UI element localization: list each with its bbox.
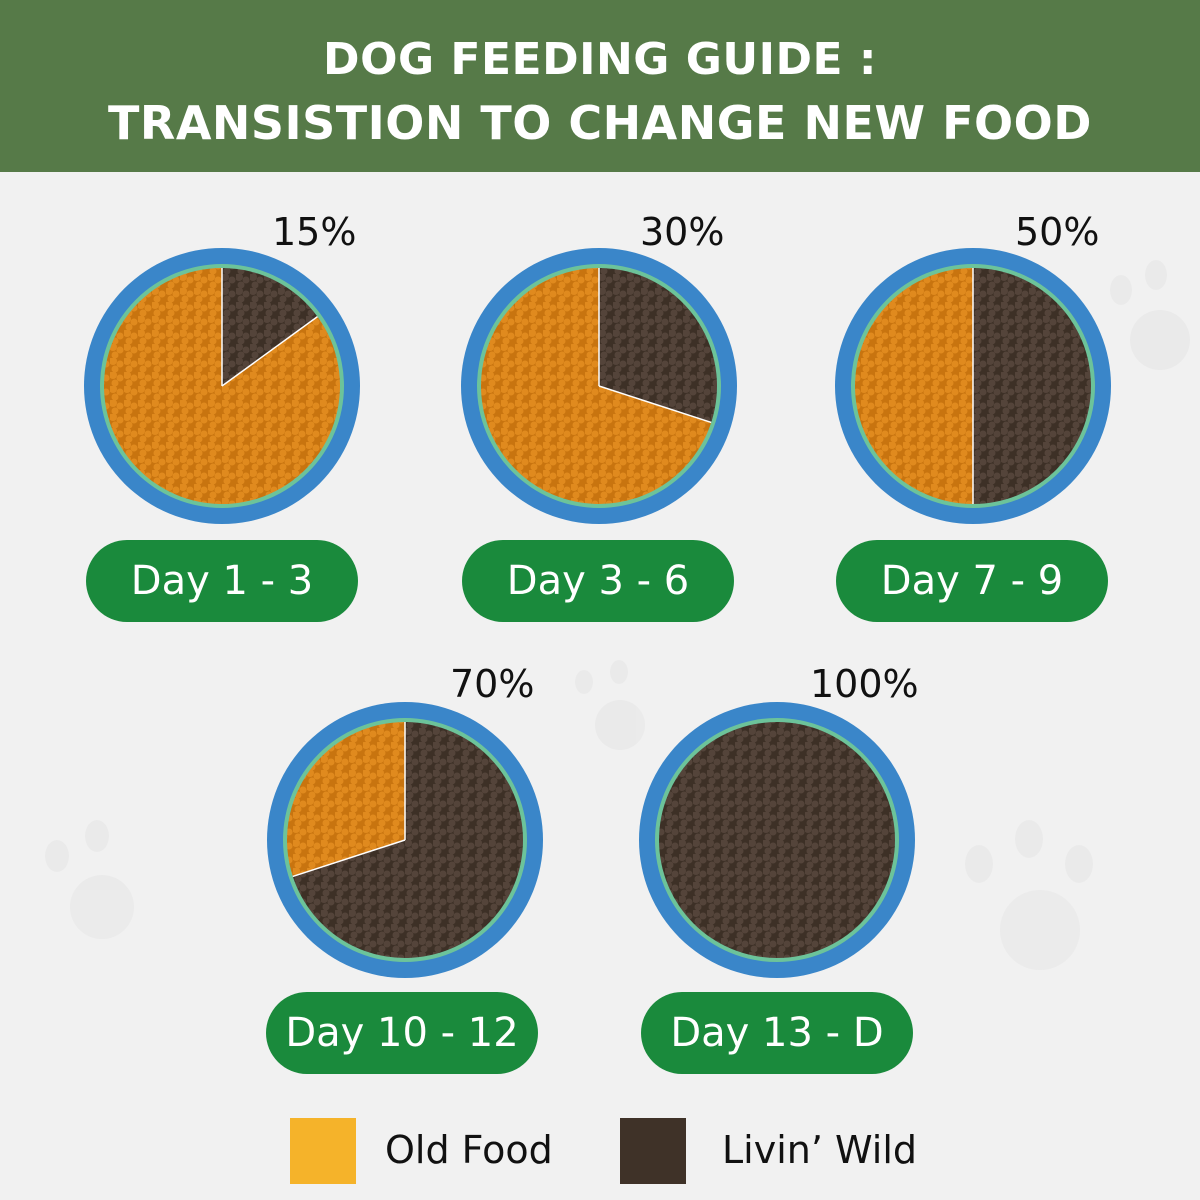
stage-2-day-badge: Day 3 - 6 — [462, 540, 734, 622]
new-food-sector — [292, 722, 523, 958]
stage-4-bowl — [265, 700, 545, 980]
stage-2-bowl — [459, 246, 739, 526]
old-food-sector — [854, 268, 973, 504]
new-food-sector — [599, 268, 717, 423]
paw-print-decoration — [570, 660, 660, 760]
stage-1-bowl — [82, 246, 362, 526]
page-title-line2: TRANSISTION TO CHANGE NEW FOOD — [108, 96, 1092, 150]
legend-new-food-label: Livin’ Wild — [722, 1128, 917, 1172]
stage-5-bowl — [637, 700, 917, 980]
new-food-sector — [973, 268, 1091, 504]
old-food-sector — [481, 268, 712, 504]
stage-1-percent: 15% — [272, 210, 357, 254]
legend-old-food-swatch — [290, 1118, 356, 1184]
legend-old-food-label: Old Food — [385, 1128, 553, 1172]
stage-1-day-badge: Day 1 - 3 — [86, 540, 358, 622]
paw-print-decoration — [1100, 260, 1200, 380]
paw-print-decoration — [960, 820, 1100, 980]
stage-5-day-badge: Day 13 - D — [641, 992, 913, 1074]
page-title-line1: DOG FEEDING GUIDE : — [323, 34, 877, 85]
stage-4-percent: 70% — [450, 662, 535, 706]
header-banner: DOG FEEDING GUIDE : TRANSISTION TO CHANG… — [0, 0, 1200, 172]
sector-divider — [221, 316, 318, 387]
stage-5-percent: 100% — [810, 662, 919, 706]
stage-3-day-badge: Day 7 - 9 — [836, 540, 1108, 622]
stage-3-bowl — [833, 246, 1113, 526]
sector-divider — [292, 839, 406, 878]
paw-print-decoration — [40, 820, 150, 950]
old-food-sector — [287, 722, 405, 877]
stage-2-percent: 30% — [640, 210, 725, 254]
sector-divider — [598, 385, 712, 424]
stage-4-day-badge: Day 10 - 12 — [266, 992, 538, 1074]
new-food-sector — [222, 268, 318, 386]
stage-3-percent: 50% — [1015, 210, 1100, 254]
new-food-sector — [659, 722, 895, 958]
legend-new-food-swatch — [620, 1118, 686, 1184]
